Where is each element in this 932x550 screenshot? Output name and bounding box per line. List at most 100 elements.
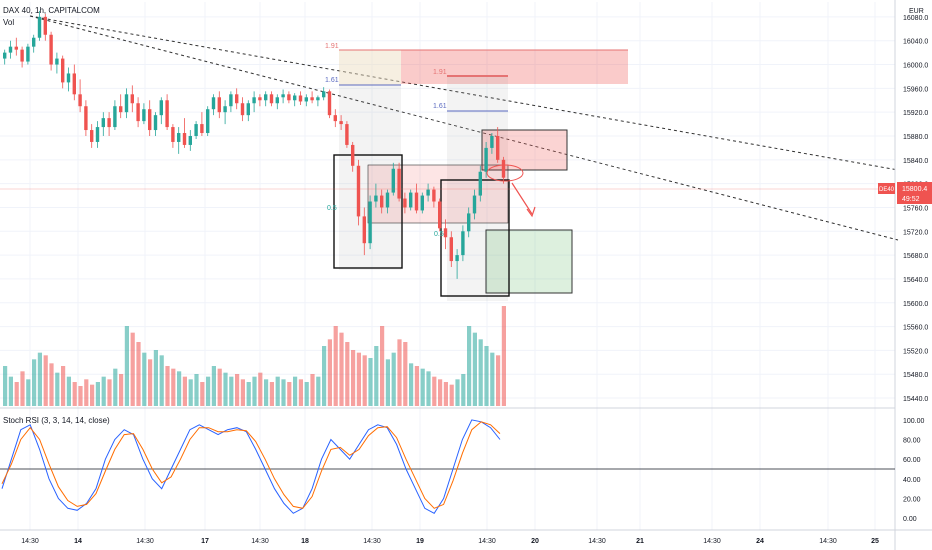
chart-title[interactable]: DAX 40, 1h, CAPITALCOM [3,6,100,15]
pattern-box-right[interactable] [440,179,510,297]
volume-bar [200,382,205,406]
fib-label-191-b: 1.91 [433,69,447,76]
pattern-box-left[interactable] [333,154,403,269]
candle-body [281,94,285,98]
candle-body [3,52,7,59]
volume-bar [496,355,501,406]
time-tick-label: 20 [531,538,539,545]
candle-body [61,58,65,83]
candle-body [101,118,105,128]
volume-bar [177,371,182,406]
volume-bar [478,339,483,406]
candle-body [304,97,308,102]
fib-label-161-b: 1.61 [433,103,447,110]
volume-bar [304,382,309,406]
volume-bar [84,379,89,406]
price-tag-symbol: DE40 [879,187,895,193]
volume-bar [72,382,77,406]
volume-bar [223,372,228,406]
candle-body [211,97,216,110]
volume-bar [142,352,147,406]
volume-bar [322,346,327,406]
time-tick-label: 14:30 [478,538,496,545]
target-zone-box[interactable] [485,229,573,294]
volume-bar [113,368,118,406]
time-tick-label: 21 [636,538,644,545]
volume-bar [211,366,216,406]
fib-label-191-a: 1.91 [325,43,339,50]
volume-bar [171,368,176,406]
candle-body [20,49,24,62]
price-tick-label: 16040.0 [903,39,928,46]
candle-body [165,100,169,128]
volume-bar [467,326,472,406]
fib-zone-red-top[interactable] [401,50,628,84]
candle-body [72,73,76,95]
time-tick-label: 19 [416,538,424,545]
price-tag-price: 15800.4 [902,186,927,193]
volume-bar [153,350,158,406]
candle-body [153,115,158,131]
volume-bar [61,366,66,406]
candle-body [217,97,221,113]
candle-body [95,127,100,142]
candle-body [472,195,477,214]
fib-zone-pink-top-left [339,50,401,85]
price-tick-label: 15760.0 [903,205,928,212]
volume-bar [148,359,153,406]
volume-bar [66,376,71,406]
candle-body [455,255,459,262]
candle-body [258,97,262,101]
volume-bar [20,371,25,406]
volume-bar [43,355,48,406]
volume-bar [49,363,54,406]
candle-body [55,58,59,65]
time-axis[interactable]: 14:30 14 14:30 17 14:30 18 14:30 19 14:30 20 14:30… [21,538,879,545]
candle-body [148,109,152,131]
candle-body [14,46,18,50]
candle-body [327,91,332,116]
volume-bar [159,355,164,406]
price-tag-bg [897,182,932,204]
rsi-tick-label: 40.00 [903,477,921,484]
candle-body [333,115,337,122]
down-arrow[interactable] [511,182,533,215]
volume-bar [490,352,495,406]
volume-bar [414,366,419,406]
candle-body [293,95,297,101]
candle-body [478,171,482,196]
candle-body [467,213,471,232]
volume-bar [461,374,466,406]
candle-body [159,100,163,116]
time-tick-label: 24 [756,538,764,545]
candle-body [32,37,36,47]
trendline-upper[interactable] [29,15,899,171]
rsi-tick-label: 20.00 [903,497,921,504]
candle-body [362,216,366,244]
short-zone-box[interactable] [481,129,568,171]
price-tick-label: 15920.0 [903,110,928,117]
volume-bar [397,339,402,406]
volume-bar [264,379,269,406]
time-tick-label: 14:30 [251,538,269,545]
volume-bar [298,379,303,406]
candle-body [8,46,13,53]
candle-body [443,228,448,238]
time-tick-label: 14:30 [703,538,721,545]
volume-bar [206,376,211,406]
candle-body [43,16,47,35]
candle-body [142,109,146,122]
highlight-ellipse[interactable] [486,164,524,182]
volume-bar [269,382,274,406]
candle-body [298,95,303,102]
candle-body [223,106,227,113]
time-tick-label: 14:30 [21,538,39,545]
price-tick-label: 16000.0 [903,63,928,70]
candle-body [194,124,198,136]
price-tick-label: 15720.0 [903,229,928,236]
price-axis[interactable]: 16080.0 16040.0 16000.0 15960.0 15920.0 15880… [903,15,928,403]
volume-bar [130,332,135,406]
volume-bar [119,374,124,406]
candle-body [380,195,384,208]
